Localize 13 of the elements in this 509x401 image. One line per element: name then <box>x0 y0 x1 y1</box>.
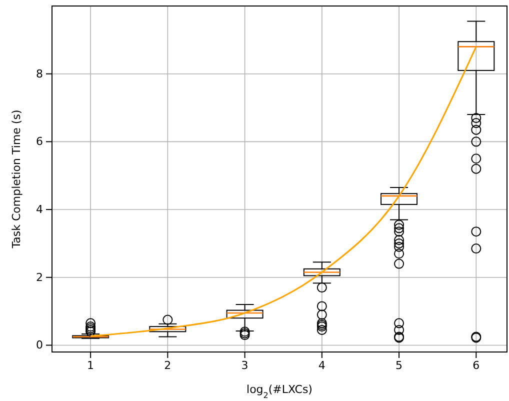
y-tick-label: 0 <box>36 338 43 352</box>
x-tick-label: 3 <box>241 358 248 372</box>
x-tick-label: 1 <box>87 358 94 372</box>
x-tick-label: 4 <box>318 358 326 372</box>
y-tick-label: 8 <box>36 67 43 80</box>
y-tick-label: 2 <box>36 270 43 284</box>
y-axis-title: Task Completion Time (s) <box>10 110 23 250</box>
x-tick-label: 6 <box>472 358 480 372</box>
x-axis-title: log$_{2}$(#LXCs) <box>246 383 312 400</box>
y-tick-label: 6 <box>36 135 43 148</box>
y-tick-label: 4 <box>36 203 43 216</box>
x-tick-label: 2 <box>164 358 172 372</box>
x-tick-label: 5 <box>396 358 403 372</box>
